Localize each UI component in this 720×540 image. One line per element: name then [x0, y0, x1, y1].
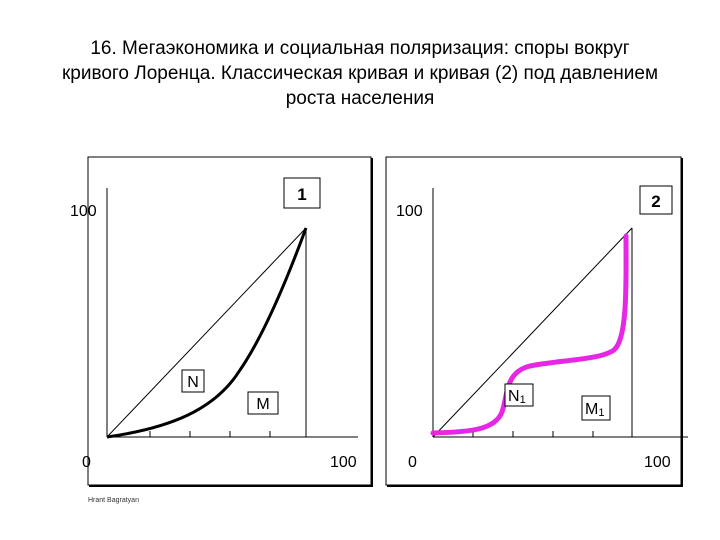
- left-x-max-label: 100: [330, 454, 357, 471]
- right-equality-line: [432, 227, 633, 438]
- title-line-1: 16. Мегаэкономика и социальная поляризац…: [90, 38, 630, 59]
- point-n1-box: [504, 383, 534, 407]
- left-origin-label: 0: [82, 454, 91, 471]
- right-y-max-label: 100: [396, 203, 423, 220]
- point-m1-box: [581, 395, 611, 421]
- curve-2-label-box: [639, 185, 673, 215]
- point-n-box: [181, 369, 205, 393]
- point-n-label: N: [187, 374, 199, 391]
- title-line-3: роста населения: [285, 88, 435, 109]
- point-m-label: M: [256, 396, 269, 413]
- lorenz-curve-2: [430, 233, 629, 436]
- point-n1-label: N1: [508, 388, 526, 406]
- left-y-max-label: 100: [70, 203, 97, 220]
- point-m-box: [247, 391, 279, 415]
- curve-1-label-box: [283, 177, 321, 209]
- point-m1-label: M1: [585, 401, 604, 419]
- lorenz-curve-1: [106, 227, 308, 439]
- right-x-max-label: 100: [644, 454, 671, 471]
- right-frame: [385, 156, 682, 486]
- slide-title: 16. Мегаэкономика и социальная поляризац…: [0, 36, 720, 111]
- curve-1-label: 1: [297, 185, 306, 204]
- right-origin-label: 0: [408, 454, 417, 471]
- right-panel: 2 N1 M1 100 0 100: [385, 156, 688, 487]
- left-panel: 1 N M 100 0 100: [70, 156, 373, 487]
- title-line-2: кривого Лоренца. Классическая кривая и к…: [61, 63, 659, 84]
- author-footer: Hrant Bagratyan: [88, 497, 139, 504]
- left-equality-line: [106, 227, 307, 438]
- curve-2-label: 2: [651, 192, 660, 211]
